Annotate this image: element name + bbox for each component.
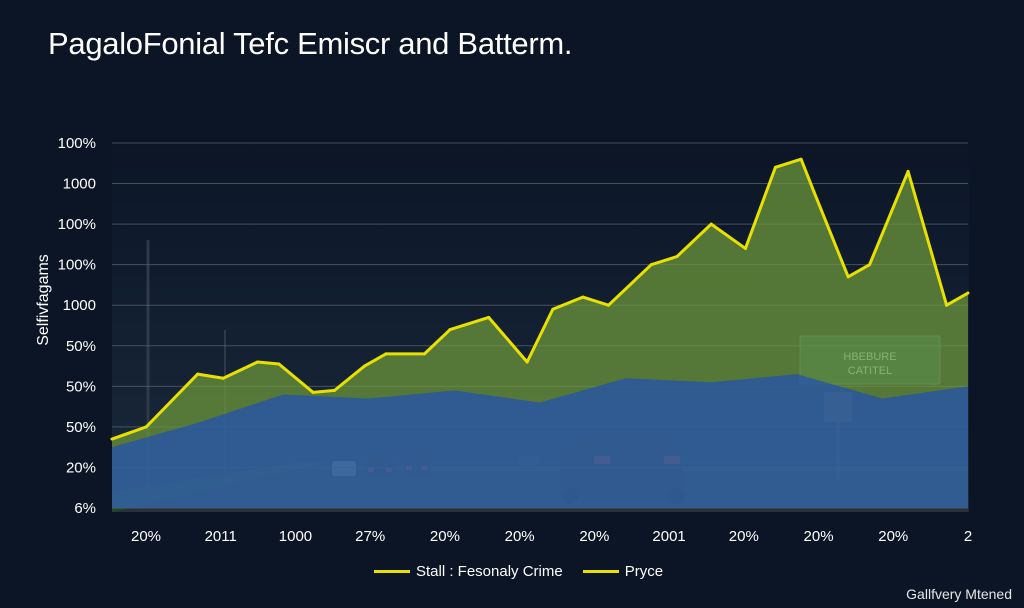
- series-areas: [110, 157, 970, 508]
- data-point: [945, 303, 949, 307]
- data-point: [363, 364, 367, 368]
- data-point: [709, 222, 713, 226]
- y-tick-label: 50%: [66, 419, 96, 436]
- data-point: [448, 328, 452, 332]
- series-area-2: [112, 374, 968, 508]
- legend: Stall : Fesonaly Crime Pryce: [374, 563, 663, 580]
- data-point: [812, 190, 816, 194]
- watermark: Gallfvery Mtened: [906, 586, 1012, 602]
- data-point: [525, 360, 529, 364]
- data-point: [333, 388, 337, 392]
- y-tick-label: 20%: [66, 459, 96, 476]
- data-point: [799, 157, 803, 161]
- legend-label-1: Stall : Fesonaly Crime: [416, 563, 563, 580]
- data-point: [256, 360, 260, 364]
- x-tick-label: 20%: [804, 528, 834, 545]
- data-point: [196, 372, 200, 376]
- data-point: [868, 263, 872, 267]
- y-tick-label: 50%: [66, 378, 96, 395]
- data-point: [384, 352, 388, 356]
- data-point: [422, 352, 426, 356]
- chart-title: PagaloFonial Tefc Emiscr and Batterm.: [48, 26, 573, 61]
- data-point: [551, 307, 555, 311]
- data-point: [906, 169, 910, 173]
- data-point: [846, 275, 850, 279]
- legend-swatch-1: [374, 570, 410, 573]
- x-tick-label: 2001: [652, 528, 685, 545]
- data-point: [487, 315, 491, 319]
- data-point: [311, 390, 315, 394]
- legend-label-2: Pryce: [624, 563, 664, 580]
- x-tick-label: 2011: [205, 528, 237, 545]
- x-tick-label: 20%: [729, 528, 759, 545]
- x-tick-label: 27%: [355, 528, 385, 545]
- y-tick-label: 100%: [58, 216, 96, 233]
- data-point: [773, 165, 777, 169]
- y-tick-labels: 100% 1000 100% 100% 1000 50% 50% 50% 20% 6%: [58, 135, 96, 517]
- data-point: [221, 376, 225, 380]
- data-point: [606, 303, 610, 307]
- legend-item-1: Stall : Fesonaly Crime: [374, 563, 563, 580]
- y-tick-label: 100%: [58, 135, 96, 152]
- data-point: [743, 246, 747, 250]
- x-tick-labels: 20% 2011 1000 27% 20% 20% 20% 2001 20% 20% 20% 2: [131, 528, 972, 545]
- x-tick-label: 1000: [279, 528, 312, 545]
- y-tick-label: 1000: [63, 297, 96, 314]
- data-point: [144, 425, 148, 429]
- data-point: [966, 291, 970, 295]
- legend-item-2: Pryce: [582, 563, 664, 580]
- data-point: [649, 263, 653, 267]
- x-tick-label: 20%: [579, 528, 609, 545]
- x-tick-label: 20%: [878, 528, 908, 545]
- legend-swatch-2: [582, 570, 619, 573]
- y-tick-label: 6%: [74, 500, 96, 517]
- y-tick-label: 100%: [58, 257, 96, 274]
- y-tick-label: 50%: [66, 338, 96, 355]
- y-tick-label: 1000: [63, 176, 96, 193]
- data-point: [675, 255, 679, 259]
- x-tick-label: 20%: [505, 528, 535, 545]
- data-point: [277, 362, 281, 366]
- x-tick-label: 20%: [131, 528, 161, 545]
- data-point: [581, 295, 585, 299]
- x-tick-label: 2: [964, 528, 972, 545]
- data-point: [110, 437, 114, 441]
- x-tick-label: 20%: [430, 528, 460, 545]
